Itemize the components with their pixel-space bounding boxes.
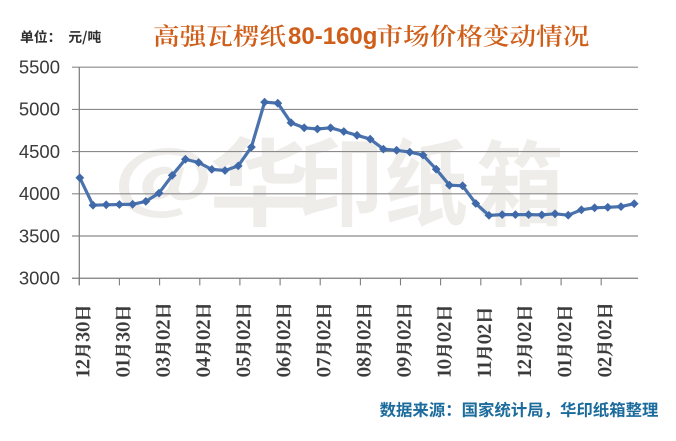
svg-text:5500: 5500: [19, 57, 60, 78]
svg-text:80-160g: 80-160g: [288, 23, 377, 50]
svg-text:4000: 4000: [19, 183, 60, 204]
svg-text:3500: 3500: [19, 225, 60, 246]
svg-text:3000: 3000: [19, 268, 60, 289]
svg-text:5000: 5000: [19, 99, 60, 120]
svg-text:4500: 4500: [19, 141, 60, 162]
